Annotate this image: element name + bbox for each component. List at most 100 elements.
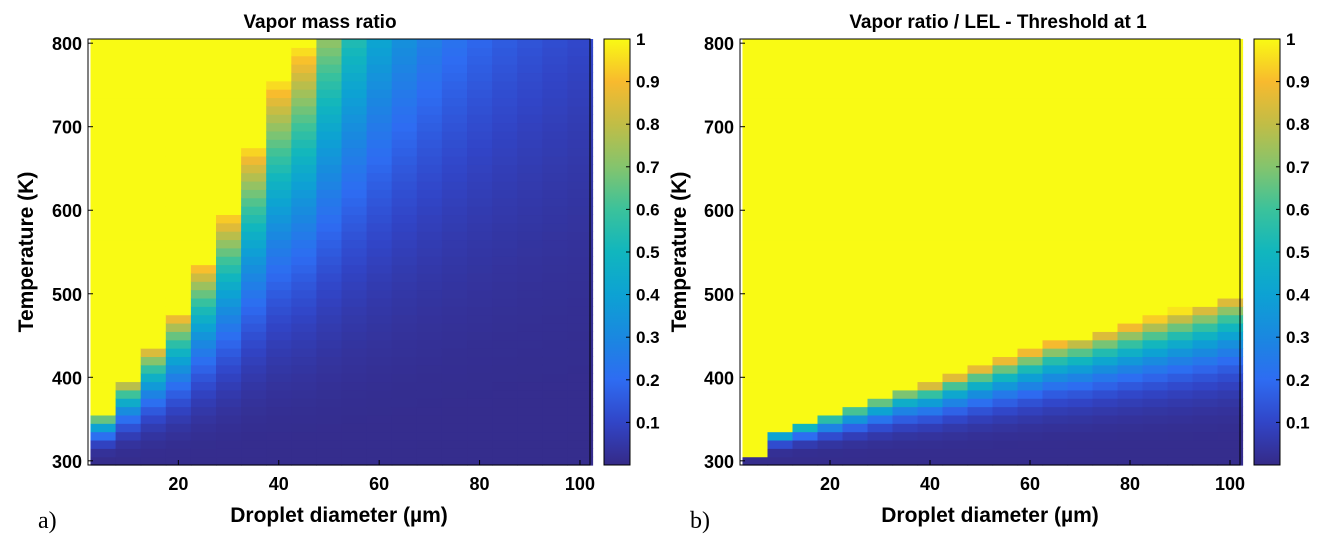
heatmap-cell <box>742 448 769 458</box>
heatmap-cell <box>416 206 443 216</box>
heatmap-cell <box>90 64 117 74</box>
heatmap-cell <box>1092 456 1119 466</box>
heatmap-cell <box>216 172 242 182</box>
heatmap-cell <box>917 231 944 241</box>
heatmap-cell <box>567 381 594 391</box>
heatmap-cell <box>441 373 468 383</box>
heatmap-cell <box>517 423 543 433</box>
heatmap-cell <box>416 55 443 65</box>
heatmap-cell <box>366 314 393 324</box>
heatmap-cell <box>1067 155 1094 165</box>
heatmap-cell <box>216 264 242 274</box>
heatmap-cell <box>366 105 393 115</box>
heatmap-cell <box>316 231 343 241</box>
heatmap-cell <box>867 130 894 140</box>
heatmap-cell <box>867 172 894 182</box>
heatmap-cell <box>391 331 418 341</box>
heatmap-cell <box>391 247 418 257</box>
heatmap-cell <box>266 147 292 157</box>
heatmap-cell <box>842 114 869 124</box>
heatmap-cell <box>165 323 192 332</box>
heatmap-cell <box>867 423 894 433</box>
heatmap-cell <box>391 356 418 366</box>
heatmap-cell <box>1167 114 1194 124</box>
heatmap-cell <box>291 272 318 282</box>
heatmap-cell <box>567 172 594 182</box>
heatmap-cell <box>867 155 894 165</box>
heatmap-cell <box>366 55 393 65</box>
heatmap-cell <box>992 256 1019 266</box>
heatmap-cell <box>90 456 117 466</box>
heatmap-cell <box>90 272 117 282</box>
heatmap-cell <box>792 189 819 199</box>
heatmap-cell <box>1017 364 1044 374</box>
heatmap-cell <box>391 39 418 48</box>
heatmap-cell <box>767 323 794 332</box>
heatmap-cell <box>165 364 192 374</box>
heatmap-cell <box>842 314 869 324</box>
heatmap-cell <box>190 147 217 157</box>
heatmap-cell <box>1117 231 1144 241</box>
heatmap-cell <box>1042 164 1069 174</box>
heatmap-cell <box>1017 423 1044 433</box>
heatmap-cell <box>917 272 944 282</box>
heatmap-cell <box>140 456 167 466</box>
heatmap-cell <box>291 197 318 207</box>
heatmap-cell <box>1042 214 1069 224</box>
heatmap-cell <box>1217 314 1244 324</box>
heatmap-cell <box>291 189 318 199</box>
heatmap-cell <box>917 431 944 441</box>
heatmap-cell <box>742 164 769 174</box>
heatmap-cell <box>140 105 167 115</box>
heatmap-cell <box>817 297 844 307</box>
heatmap-cell <box>742 314 769 324</box>
heatmap-cell <box>391 414 418 424</box>
heatmap-cell <box>517 281 543 291</box>
heatmap-cell <box>1167 105 1194 115</box>
heatmap-cell <box>416 389 443 399</box>
heatmap-cell <box>1167 231 1194 241</box>
heatmap-cell <box>1042 72 1069 82</box>
heatmap-cell <box>416 80 443 90</box>
heatmap-cell <box>842 122 869 132</box>
heatmap-cell <box>216 231 242 241</box>
heatmap-cell <box>1067 89 1094 99</box>
heatmap-cell <box>917 414 944 424</box>
heatmap-cell <box>817 114 844 124</box>
axes-box <box>87 38 591 466</box>
heatmap-cell <box>917 72 944 82</box>
heatmap-cell <box>291 89 318 99</box>
heatmap-cell <box>1117 331 1144 341</box>
heatmap-cell <box>316 398 343 408</box>
heatmap-cell <box>1192 323 1219 332</box>
heatmap-cell <box>391 281 418 291</box>
heatmap-cell <box>992 423 1019 433</box>
heatmap-cell <box>542 398 569 408</box>
heatmap-cell <box>467 139 493 149</box>
heatmap-cell <box>567 373 594 383</box>
heatmap-cell <box>241 222 267 232</box>
heatmap-cell <box>517 331 543 341</box>
heatmap-cell <box>190 456 217 466</box>
heatmap-cell <box>1042 197 1069 207</box>
heatmap-cell <box>140 64 167 74</box>
heatmap-cell <box>517 80 543 90</box>
heatmap-cell <box>1167 398 1194 408</box>
heatmap-cell <box>567 256 594 266</box>
heatmap-cell <box>867 264 894 274</box>
heatmap-cell <box>115 181 142 190</box>
heatmap-cell <box>140 323 167 332</box>
heatmap-cell <box>467 431 493 441</box>
heatmap-cell <box>792 247 819 257</box>
heatmap-cell <box>366 348 393 358</box>
heatmap-cell <box>792 306 819 316</box>
heatmap-cell <box>391 122 418 132</box>
x-tick-label: 60 <box>369 474 389 494</box>
heatmap-cell <box>1192 147 1219 157</box>
heatmap-cell <box>842 39 869 48</box>
heatmap-cell <box>892 206 919 216</box>
heatmap-cell <box>140 289 167 299</box>
heatmap-cell <box>742 256 769 266</box>
heatmap-cell <box>517 323 543 332</box>
heatmap-cell <box>216 189 242 199</box>
